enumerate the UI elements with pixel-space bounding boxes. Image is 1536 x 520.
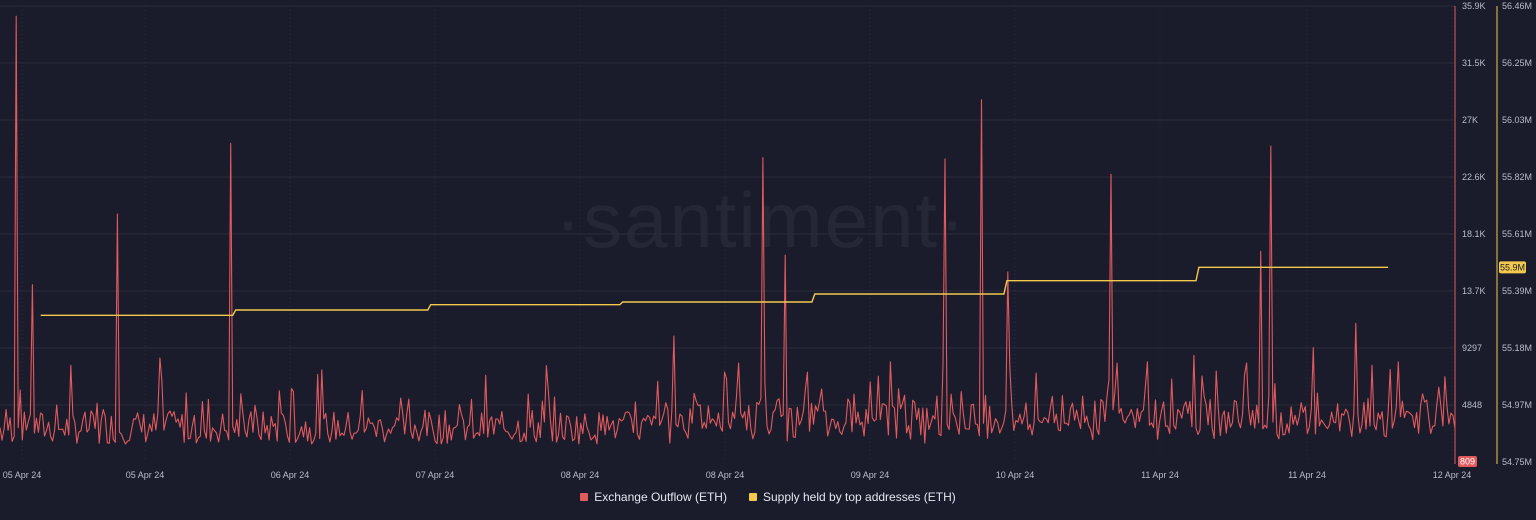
santiment-watermark: ·santiment· bbox=[555, 176, 968, 264]
x-axis-tick-label: 06 Apr 24 bbox=[271, 470, 310, 480]
x-axis-tick-label: 05 Apr 24 bbox=[3, 470, 42, 480]
right-axis-tick-label: 54.97M bbox=[1502, 400, 1532, 410]
left-axis-tick-label: 9297 bbox=[1462, 343, 1482, 353]
right-axis-tick-label: 54.75M bbox=[1502, 457, 1532, 467]
tick-labels: 35.9K 31.5K 27K 22.6K 18.1K 13.7K 9297 4848 56.4… bbox=[3, 1, 1532, 480]
x-axis-tick-label: 05 Apr 24 bbox=[126, 470, 165, 480]
right-axis-tick-label: 56.46M bbox=[1502, 1, 1532, 11]
legend-item-supply[interactable]: Supply held by top addresses (ETH) bbox=[748, 490, 956, 504]
supply-series bbox=[40, 266, 1389, 316]
left-axis-tick-label: 27K bbox=[1462, 115, 1478, 125]
right-axis-tick-label: 55.18M bbox=[1502, 343, 1532, 353]
left-axis-tick-label: 18.1K bbox=[1462, 229, 1486, 239]
supply-current-badge bbox=[1499, 261, 1526, 274]
legend-label-outflow: Exchange Outflow (ETH) bbox=[594, 490, 727, 504]
legend-swatch-outflow bbox=[580, 493, 589, 501]
legend-label-supply: Supply held by top addresses (ETH) bbox=[762, 490, 956, 504]
x-axis-tick-label: 07 Apr 24 bbox=[416, 470, 455, 480]
supply-line bbox=[40, 266, 1389, 316]
outflow-current-value: 809 bbox=[1460, 457, 1475, 467]
left-axis-tick-label: 13.7K bbox=[1462, 286, 1486, 296]
x-axis-tick-label: 11 Apr 24 bbox=[1288, 470, 1326, 480]
x-axis-tick-label: 09 Apr 24 bbox=[851, 470, 890, 480]
left-axis-tick-label: 31.5K bbox=[1462, 58, 1486, 68]
x-axis-tick-label: 08 Apr 24 bbox=[561, 470, 600, 480]
left-axis-tick-label: 35.9K bbox=[1462, 1, 1486, 11]
x-axis-tick-label: 12 Apr 24 bbox=[1433, 470, 1472, 480]
supply-current-value: 55.9M bbox=[1500, 262, 1525, 272]
right-axis-tick-label: 56.25M bbox=[1502, 58, 1532, 68]
right-axis-tick-label: 55.61M bbox=[1502, 229, 1532, 239]
right-axis-tick-label: 56.03M bbox=[1502, 115, 1532, 125]
exchange-outflow-series bbox=[0, 15, 1456, 445]
x-axis-tick-label: 08 Apr 24 bbox=[706, 470, 745, 480]
left-axis-tick-label: 22.6K bbox=[1462, 172, 1486, 182]
axis-lines bbox=[1454, 6, 1498, 464]
left-axis-tick-label: 4848 bbox=[1462, 400, 1482, 410]
chart-legend: Exchange Outflow (ETH) Supply held by to… bbox=[0, 490, 1536, 504]
exchange-outflow-line bbox=[0, 15, 1456, 445]
legend-swatch-supply bbox=[748, 493, 757, 501]
legend-item-outflow[interactable]: Exchange Outflow (ETH) bbox=[580, 490, 727, 504]
right-axis-tick-label: 55.39M bbox=[1502, 286, 1532, 296]
right-axis-tick-label: 55.82M bbox=[1502, 172, 1532, 182]
x-axis-tick-label: 10 Apr 24 bbox=[996, 470, 1035, 480]
outflow-current-badge bbox=[1458, 456, 1477, 467]
x-axis-tick-label: 11 Apr 24 bbox=[1141, 470, 1179, 480]
